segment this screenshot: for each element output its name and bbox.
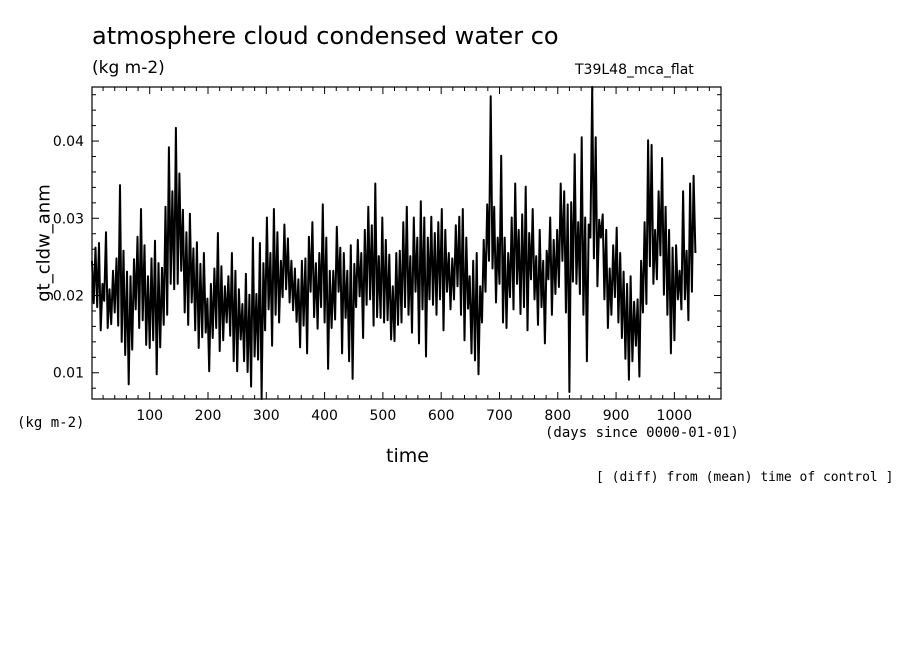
x-axis-label: time [386, 445, 429, 467]
tick-labels: 100 200 300 400 500 600 700 800 900 1000 0.01 0.02 0… [53, 134, 692, 424]
x-tick-label: 200 [195, 408, 222, 424]
x-tick-label: 900 [603, 408, 630, 424]
y-tick-label: 0.02 [53, 289, 84, 305]
y-tick-label: 0.03 [53, 211, 84, 227]
x-tick-label: 300 [253, 408, 280, 424]
diff-note: [ (diff) from (mean) time of control ] [596, 470, 894, 485]
y-tick-label: 0.04 [53, 134, 84, 150]
x-tick-label: 800 [544, 408, 571, 424]
plot-frame [91, 86, 722, 400]
x-tick-label: 700 [486, 408, 513, 424]
chart-title: atmosphere cloud condensed water co [92, 22, 559, 50]
x-axis-unit-label: (days since 0000-01-01) [545, 425, 739, 441]
x-tick-label: 1000 [657, 408, 693, 424]
units-label-left: (kg m-2) [17, 415, 85, 431]
x-tick-label: 400 [311, 408, 338, 424]
x-tick-label: 500 [370, 408, 397, 424]
units-label: (kg m-2) [92, 58, 165, 78]
x-tick-label: 100 [136, 408, 163, 424]
y-tick-label: 0.01 [53, 366, 84, 382]
x-tick-label: 600 [428, 408, 455, 424]
series-line [91, 86, 697, 400]
experiment-label: T39L48_mca_flat [575, 62, 694, 78]
